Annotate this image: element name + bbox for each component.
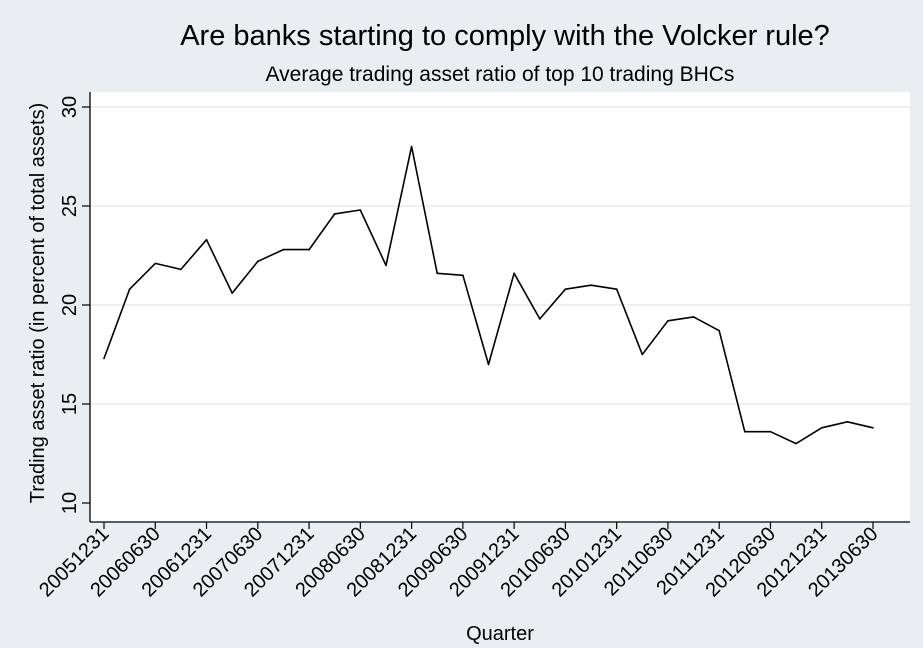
data-point — [231, 292, 233, 294]
data-point — [308, 248, 310, 251]
y-tick-label: 15 — [59, 393, 81, 415]
data-point — [410, 145, 413, 148]
data-point — [769, 430, 772, 433]
data-point — [436, 272, 439, 275]
axes — [82, 92, 910, 529]
gridlines — [90, 106, 910, 405]
data-point — [692, 316, 695, 318]
data-point — [564, 288, 567, 291]
data-layer — [103, 145, 874, 445]
plot-background — [90, 92, 910, 522]
data-point — [872, 427, 874, 429]
data-point — [205, 238, 208, 241]
data-point — [487, 363, 490, 366]
data-point — [462, 274, 464, 277]
x-axis-title: Quarter — [466, 623, 534, 645]
y-axis-title: Trading asset ratio (in percent of total… — [27, 103, 49, 504]
data-point — [667, 320, 669, 322]
data-point — [257, 260, 259, 263]
data-point — [359, 209, 362, 211]
data-point — [744, 430, 746, 433]
y-tick-label: 30 — [59, 96, 81, 118]
y-tick-label: 10 — [59, 492, 81, 514]
data-point — [615, 288, 618, 291]
data-point — [820, 427, 823, 429]
data-point — [128, 288, 131, 291]
data-point — [641, 353, 644, 356]
data-point — [539, 318, 541, 320]
data-point — [282, 248, 285, 251]
data-point — [795, 442, 797, 445]
data-point — [718, 329, 720, 332]
data-point — [154, 262, 157, 265]
data-point — [590, 284, 592, 287]
data-point — [180, 268, 182, 271]
y-tick-label: 20 — [59, 294, 81, 316]
data-point — [846, 421, 849, 423]
data-point — [385, 264, 387, 267]
data-point — [513, 272, 515, 275]
chart-subtitle: Average trading asset ratio of top 10 tr… — [266, 63, 735, 86]
y-tick-label: 25 — [59, 195, 81, 217]
chart-title: Are banks starting to comply with the Vo… — [180, 20, 830, 52]
data-point — [103, 357, 105, 360]
data-point — [333, 213, 336, 215]
